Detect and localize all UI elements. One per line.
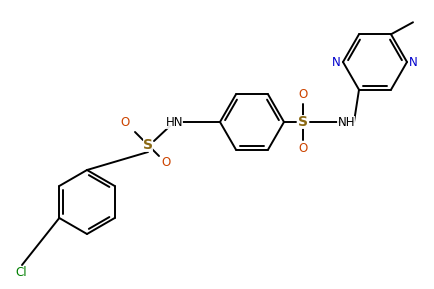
Text: N: N (332, 55, 340, 68)
Text: O: O (298, 88, 307, 101)
Text: NH: NH (337, 116, 354, 129)
Text: N: N (408, 55, 417, 68)
Text: O: O (120, 116, 129, 129)
Text: Cl: Cl (15, 266, 26, 279)
Text: HN: HN (165, 116, 183, 129)
Text: S: S (143, 138, 153, 152)
Text: O: O (298, 142, 307, 155)
Text: S: S (297, 115, 307, 129)
Text: O: O (161, 157, 170, 170)
